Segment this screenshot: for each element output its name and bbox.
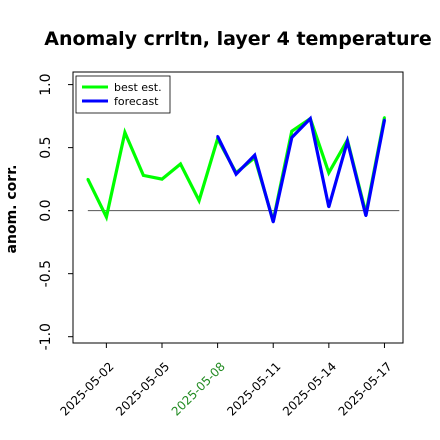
data-point [383,116,386,119]
legend-label-forecast: forecast [114,95,159,108]
y-tick-label: 1.0 [38,73,54,95]
data-point [216,134,219,138]
y-tick-label: -0.5 [38,260,54,287]
series-line-forecast [216,115,387,223]
data-point [105,215,108,219]
data-point [179,162,182,166]
data-point [364,214,368,217]
plot-frame [72,71,404,344]
data-point [142,174,145,177]
legend: best est. forecast [75,75,171,114]
y-tick-label: 0.5 [38,136,54,158]
legend-box [75,75,171,114]
x-tick-label: 2025-05-05 [113,359,172,418]
data-point [271,220,275,224]
x-tick-label: 2025-05-08 [169,359,228,418]
data-point [197,199,201,202]
data-point [253,153,256,157]
data-point [123,131,127,134]
data-point [309,117,312,120]
data-point [346,140,349,143]
legend-label-best-est: best est. [114,81,162,94]
x-tick-label: 2025-05-14 [280,359,339,418]
y-tick-label: 0.0 [38,200,54,222]
data-point [290,136,294,139]
y-tick-label: -1.0 [38,323,54,350]
data-point [327,205,331,209]
data-point [86,177,90,181]
x-tick-label: 2025-05-17 [336,359,395,418]
chart-title: Anomaly crrltn, layer 4 temperature [44,28,432,50]
data-point [327,171,331,175]
data-point [160,177,164,181]
y-axis: -1.0 -0.5 0.0 0.5 1.0 [38,73,73,350]
data-point [383,118,386,122]
y-axis-label: anom. corr. [4,165,20,254]
series-layer [86,115,387,224]
x-tick-label: 2025-05-02 [57,359,116,418]
data-point [234,172,238,176]
x-tick-label: 2025-05-11 [224,359,283,418]
data-point [290,129,294,133]
x-axis: 2025-05-022025-05-052025-05-082025-05-11… [57,343,395,419]
